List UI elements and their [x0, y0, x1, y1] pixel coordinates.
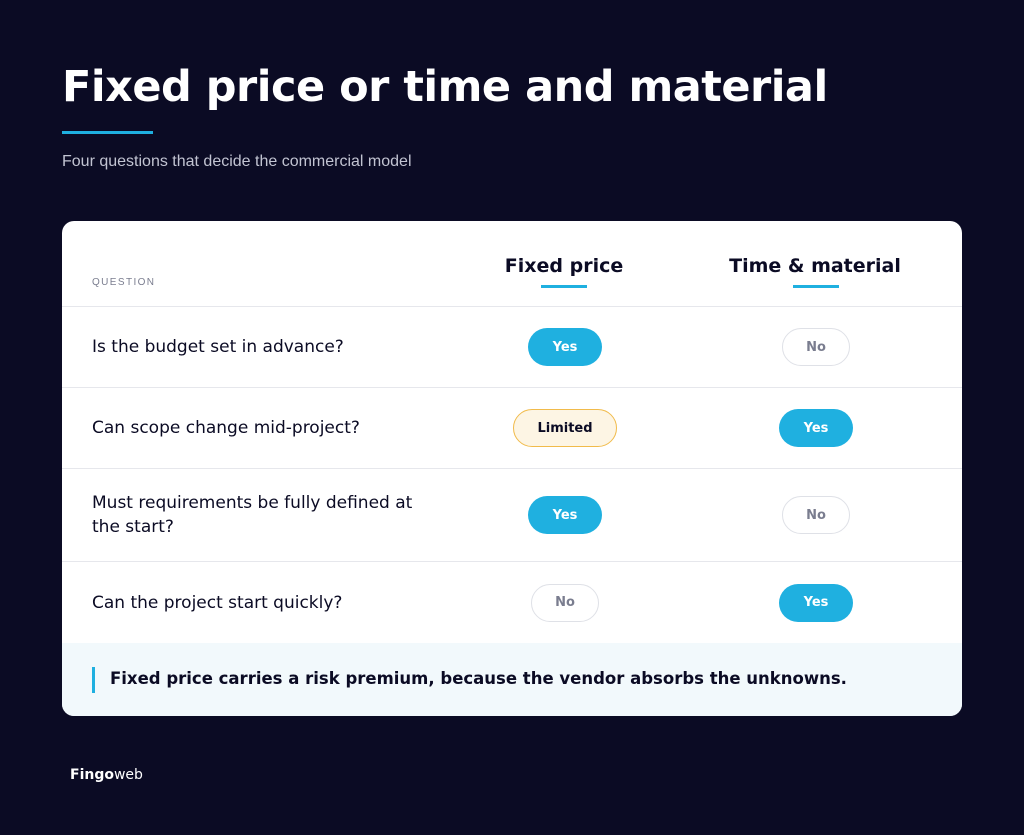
table-header-row: QUESTION Fixed price Time & material [62, 221, 962, 307]
table-row: Must requirements be fully defined at th… [62, 469, 962, 562]
question-text: Can the project start quickly? [92, 592, 343, 613]
answer-badge-time-material: Yes [779, 583, 853, 622]
table-row: Can scope change mid-project? Limited Ye… [62, 388, 962, 469]
note-callout: Fixed price carries a risk premium, beca… [62, 643, 962, 716]
column-underline-fixed-price [541, 285, 587, 288]
answer-badge-fixed-price: Limited [513, 409, 617, 447]
logo-text-light: web [113, 767, 143, 783]
note-text: Fixed price carries a risk premium, beca… [110, 669, 847, 688]
comparison-card: QUESTION Fixed price Time & material Is … [62, 221, 962, 716]
question-text: Can scope change mid-project? [92, 418, 360, 438]
brand-logo: Fingoweb [70, 767, 143, 783]
logo-text-bold: Fingo [70, 767, 114, 783]
answer-badge-time-material: No [782, 328, 850, 366]
answer-badge-time-material: No [782, 496, 850, 534]
note-accent-bar [92, 667, 95, 693]
question-column-label: QUESTION [92, 277, 156, 288]
title-underline [62, 131, 153, 134]
question-text: Must requirements be fully defined at th… [92, 493, 413, 537]
column-underline-time-material [793, 285, 839, 288]
answer-badge-fixed-price: No [531, 583, 599, 622]
answer-badge-time-material: Yes [779, 409, 853, 447]
answer-badge-fixed-price: Yes [528, 496, 602, 534]
answer-badge-fixed-price: Yes [528, 328, 602, 366]
table-row: Is the budget set in advance? Yes No [62, 307, 962, 388]
page-subtitle: Four questions that decide the commercia… [62, 153, 412, 170]
page-title: Fixed price or time and material [62, 62, 828, 112]
question-text: Is the budget set in advance? [92, 337, 344, 357]
column-heading-time-material: Time & material [729, 255, 901, 277]
table-row: Can the project start quickly? No Yes [62, 562, 962, 643]
column-heading-fixed-price: Fixed price [504, 255, 624, 277]
